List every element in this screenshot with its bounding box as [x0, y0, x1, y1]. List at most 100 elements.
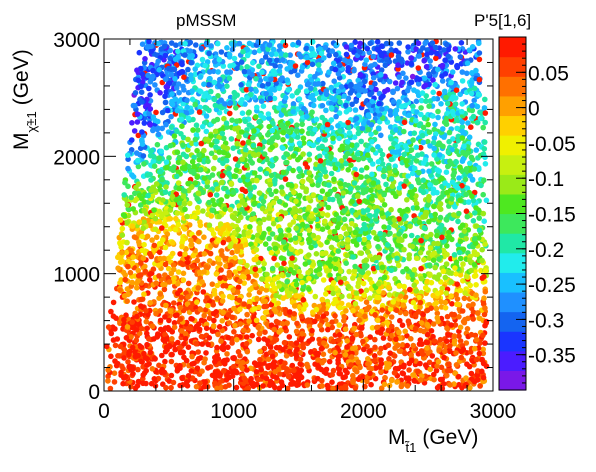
- data-point: [443, 338, 450, 345]
- data-point: [196, 326, 203, 333]
- data-point: [165, 107, 171, 114]
- data-point: [173, 215, 179, 222]
- data-point: [403, 158, 410, 164]
- data-point: [214, 385, 220, 392]
- data-point: [471, 97, 478, 104]
- data-point: [383, 181, 389, 188]
- data-point: [212, 380, 218, 387]
- data-point: [434, 310, 441, 317]
- data-point: [171, 300, 177, 306]
- data-point: [154, 141, 161, 148]
- data-point: [353, 98, 359, 104]
- data-point: [181, 341, 187, 347]
- data-point: [379, 151, 386, 158]
- data-point: [457, 255, 464, 262]
- data-point: [177, 349, 184, 356]
- data-point: [476, 76, 483, 83]
- data-point: [322, 218, 328, 225]
- data-point: [254, 296, 260, 302]
- data-point: [124, 219, 130, 226]
- data-point: [468, 331, 475, 338]
- data-point: [384, 241, 391, 248]
- data-point: [211, 79, 218, 86]
- data-point: [453, 116, 460, 123]
- data-point: [231, 94, 238, 101]
- data-point: [394, 379, 400, 385]
- data-point: [139, 71, 146, 77]
- data-point: [334, 193, 341, 199]
- data-point: [224, 83, 230, 89]
- data-point: [367, 40, 374, 47]
- data-point: [341, 93, 348, 99]
- data-point: [129, 172, 135, 178]
- data-point: [431, 95, 437, 102]
- data-point: [396, 40, 403, 46]
- data-point: [459, 119, 466, 125]
- data-point: [161, 286, 168, 293]
- data-point: [428, 161, 435, 167]
- data-point: [416, 122, 423, 129]
- data-point: [379, 264, 386, 271]
- data-point: [413, 158, 420, 164]
- data-point: [302, 261, 309, 267]
- data-point: [334, 42, 340, 48]
- data-point: [191, 214, 198, 220]
- data-point: [316, 66, 322, 73]
- data-point: [299, 64, 306, 71]
- data-point: [291, 189, 297, 196]
- data-point: [470, 309, 477, 316]
- data-point: [430, 321, 437, 327]
- data-point: [250, 60, 256, 66]
- data-point: [318, 326, 325, 333]
- data-point: [444, 325, 450, 332]
- data-point: [267, 177, 273, 184]
- data-point: [305, 269, 311, 276]
- data-point: [236, 265, 243, 272]
- data-point: [155, 131, 162, 138]
- data-point: [266, 235, 272, 242]
- data-point: [329, 379, 335, 386]
- data-point: [286, 334, 293, 340]
- data-point: [425, 121, 432, 128]
- data-point: [289, 93, 296, 99]
- data-point: [442, 274, 449, 281]
- data-point: [405, 173, 411, 179]
- data-point: [115, 353, 121, 359]
- data-point: [170, 379, 177, 386]
- data-point: [213, 309, 219, 315]
- data-point: [293, 328, 300, 335]
- data-point: [480, 346, 487, 353]
- data-point: [232, 269, 238, 275]
- data-point: [346, 130, 353, 136]
- data-point: [438, 298, 444, 305]
- data-point: [278, 379, 285, 385]
- data-point: [240, 327, 247, 334]
- data-point: [141, 207, 147, 214]
- data-point: [261, 216, 267, 223]
- data-point: [415, 65, 422, 71]
- data-point: [344, 244, 351, 250]
- data-point: [207, 76, 213, 82]
- data-point: [313, 251, 320, 257]
- data-point: [415, 152, 421, 158]
- data-point: [481, 177, 487, 183]
- data-point: [415, 176, 421, 183]
- data-point: [178, 260, 184, 266]
- data-point: [262, 298, 269, 305]
- data-point: [278, 255, 285, 261]
- data-point: [256, 63, 262, 70]
- data-point: [304, 382, 311, 388]
- data-point: [471, 261, 478, 268]
- data-point: [257, 112, 264, 119]
- data-point: [420, 311, 427, 318]
- data-point: [296, 173, 302, 180]
- data-point: [295, 72, 301, 78]
- data-point: [352, 39, 359, 45]
- data-point: [251, 170, 258, 176]
- data-point: [135, 278, 141, 284]
- data-point: [146, 38, 152, 45]
- data-point: [310, 261, 317, 268]
- data-point: [281, 339, 288, 346]
- data-point: [363, 287, 370, 294]
- data-point: [392, 223, 399, 229]
